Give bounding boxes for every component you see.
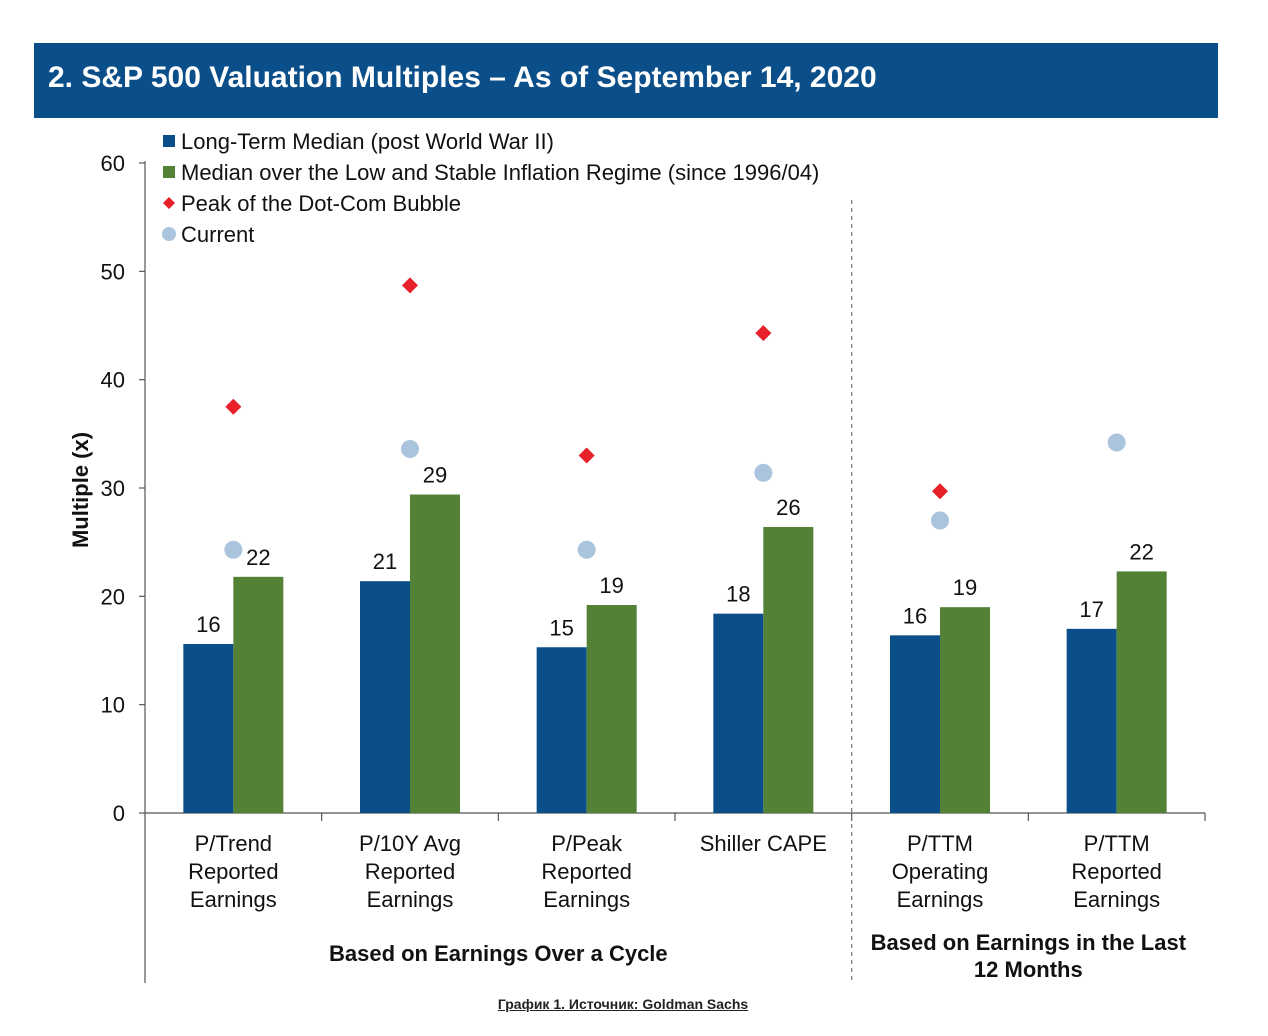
data-label: 21 [373,549,397,574]
bar-long-term-median [713,613,764,813]
bar-long-term-median [536,647,587,813]
peak-marker [755,325,772,342]
y-tick-label: 50 [101,259,125,284]
data-label: 16 [903,603,927,628]
data-label: 18 [726,582,750,607]
y-tick-label: 20 [101,584,125,609]
legend-swatch [163,166,175,178]
current-marker [1107,433,1126,452]
bar-long-term-median [360,581,410,813]
title-banner: 2. S&P 500 Valuation Multiples – As of S… [34,43,1218,118]
category-label: P/Trend [195,831,272,856]
data-label: 16 [196,612,220,637]
peak-marker [932,483,948,500]
bar-low-inflation-median [586,605,637,813]
category-label: P/10Y Avg [359,831,461,856]
category-label: Earnings [190,887,277,912]
data-label: 22 [246,545,270,570]
chart-area: 0 10 20 30 40 50 60 Multiple (x) 16 22 P/Trend Repo… [68,129,1206,983]
category-label: P/Peak [551,831,623,856]
category-label: Earnings [367,887,454,912]
category-label: Shiller CAPE [700,831,827,856]
category-label: Reported [541,859,632,884]
data-label: 17 [1079,597,1103,622]
y-tick-label: 0 [113,801,125,826]
bar-long-term-median [183,644,234,813]
y-tick-label: 30 [101,476,125,501]
current-marker [931,511,949,530]
data-label: 22 [1129,539,1153,564]
legend-swatch [163,135,175,147]
data-label: 15 [549,615,573,640]
y-axis-title: Multiple (x) [68,432,93,548]
category-label: Reported [188,859,279,884]
bar-long-term-median [1066,628,1117,813]
legend-label: Long-Term Median (post World War II) [181,129,554,154]
peak-marker [578,447,595,464]
peak-marker [225,398,242,415]
bar-low-inflation-median [410,494,460,813]
y-tick-label: 10 [101,693,125,718]
current-marker [401,440,419,458]
chart-title: 2. S&P 500 Valuation Multiples – As of S… [48,61,877,94]
source-caption: График 1. Источник: Goldman Sachs [497,996,749,1012]
current-marker [224,540,243,559]
group-label: Based on Earnings in the Last [871,930,1187,955]
category-label: Reported [365,859,456,884]
group-label: 12 Months [974,957,1083,982]
category-label: Earnings [897,887,984,912]
legend-swatch [163,197,175,209]
current-marker [754,463,773,482]
category-label: Earnings [543,887,630,912]
current-marker [577,540,596,559]
group-label: Based on Earnings Over a Cycle [329,941,668,966]
category-label: Operating [892,859,989,884]
bar-low-inflation-median [233,576,284,813]
category-label: P/TTM [907,831,973,856]
bar-low-inflation-median [940,607,990,813]
legend-label: Peak of the Dot-Com Bubble [181,191,461,216]
legend-label: Median over the Low and Stable Inflation… [181,160,819,185]
peak-marker [402,277,418,294]
legend-label: Current [181,222,254,247]
y-tick-label: 40 [101,368,125,393]
y-tick-label: 60 [101,151,125,176]
category-label: P/TTM [1084,831,1150,856]
bar-low-inflation-median [763,527,814,813]
bar-low-inflation-median [1116,571,1167,813]
data-label: 29 [423,463,447,488]
category-label: Reported [1071,859,1162,884]
data-label: 19 [599,573,623,598]
legend-swatch [162,227,176,241]
category-label: Earnings [1073,887,1160,912]
bar-long-term-median [890,635,940,813]
data-label: 19 [953,575,977,600]
data-label: 26 [776,495,800,520]
